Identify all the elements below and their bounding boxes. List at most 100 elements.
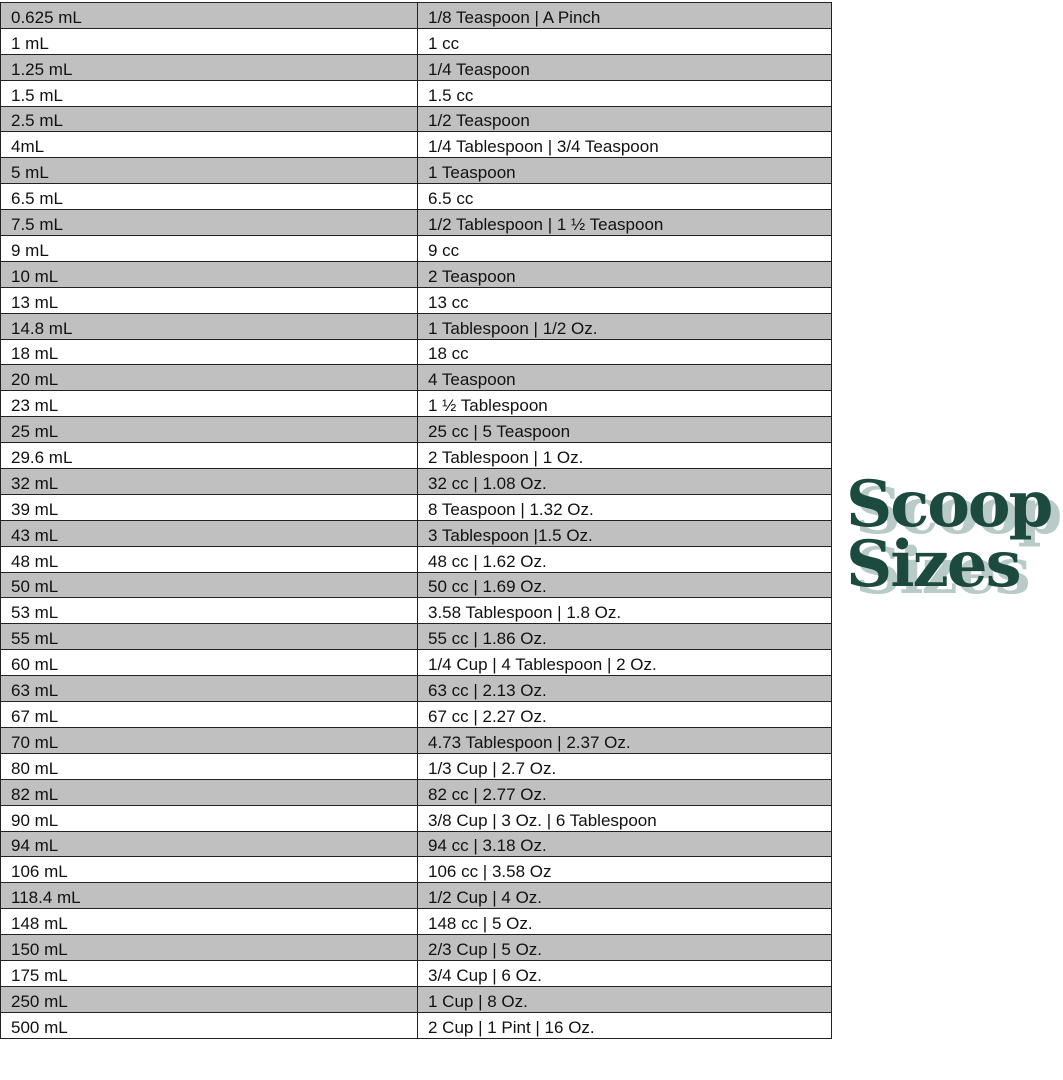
- equivalent-cell: 2 Cup | 1 Pint | 16 Oz.: [417, 1011, 832, 1039]
- equivalent-cell: 8 Teaspoon | 1.32 Oz.: [417, 493, 832, 521]
- equivalent-cell: 25 cc | 5 Teaspoon: [417, 416, 832, 444]
- equivalent-cell: 55 cc | 1.86 Oz.: [417, 623, 832, 651]
- ml-cell: 94 mL: [0, 830, 418, 858]
- ml-cell: 18 mL: [0, 338, 418, 366]
- table-row: 9 mL 9 cc: [0, 235, 832, 262]
- equivalent-cell: 106 cc | 3.58 Oz: [417, 856, 832, 884]
- table-row: 63 mL 63 cc | 2.13 Oz.: [0, 675, 832, 703]
- table-row: 7.5 mL 1/2 Tablespoon | 1 ½ Teaspoon: [0, 209, 832, 237]
- ml-cell: 7.5 mL: [0, 209, 418, 237]
- equivalent-cell: 4 Teaspoon: [417, 364, 832, 392]
- ml-cell: 48 mL: [0, 545, 418, 573]
- equivalent-cell: 3 Tablespoon |1.5 Oz.: [417, 519, 832, 547]
- ml-cell: 1.5 mL: [0, 79, 418, 107]
- equivalent-cell: 1/4 Tablespoon | 3/4 Teaspoon: [417, 131, 832, 159]
- ml-cell: 175 mL: [0, 959, 418, 987]
- table-row: 55 mL 55 cc | 1.86 Oz.: [0, 623, 832, 651]
- equivalent-cell: 2/3 Cup | 5 Oz.: [417, 934, 832, 961]
- equivalent-cell: 1 Tablespoon | 1/2 Oz.: [417, 312, 832, 340]
- table-row: 18 mL 18 cc: [0, 338, 832, 366]
- equivalent-cell: 1/2 Teaspoon: [417, 105, 832, 133]
- table-row: 60 mL 1/4 Cup | 4 Tablespoon | 2 Oz.: [0, 649, 832, 677]
- equivalent-cell: 148 cc | 5 Oz.: [417, 908, 832, 936]
- table-row: 1.5 mL 1.5 cc: [0, 79, 832, 107]
- ml-cell: 106 mL: [0, 856, 418, 884]
- ml-cell: 32 mL: [0, 468, 418, 495]
- table-row: 1 mL 1 cc: [0, 27, 832, 55]
- equivalent-cell: 1/2 Cup | 4 Oz.: [417, 882, 832, 910]
- ml-cell: 82 mL: [0, 778, 418, 806]
- logo-line2: Sizes: [846, 527, 1022, 602]
- equivalent-cell: 48 cc | 1.62 Oz.: [417, 545, 832, 573]
- table-row: 20 mL 4 Teaspoon: [0, 364, 832, 392]
- ml-cell: 9 mL: [0, 235, 418, 262]
- table-row: 23 mL 1 ½ Tablespoon: [0, 390, 832, 418]
- equivalent-cell: 3/8 Cup | 3 Oz. | 6 Tablespoon: [417, 804, 832, 832]
- ml-cell: 70 mL: [0, 726, 418, 754]
- equivalent-cell: 1/4 Teaspoon: [417, 53, 832, 81]
- ml-cell: 13 mL: [0, 286, 418, 314]
- ml-cell: 118.4 mL: [0, 882, 418, 910]
- table-row: 43 mL 3 Tablespoon |1.5 Oz.: [0, 519, 832, 547]
- equivalent-cell: 1.5 cc: [417, 79, 832, 107]
- table-row: 118.4 mL 1/2 Cup | 4 Oz.: [0, 882, 832, 910]
- equivalent-cell: 1 ½ Tablespoon: [417, 390, 832, 418]
- table-row: 29.6 mL 2 Tablespoon | 1 Oz.: [0, 442, 832, 470]
- ml-cell: 14.8 mL: [0, 312, 418, 340]
- equivalent-cell: 13 cc: [417, 286, 832, 314]
- table-row: 82 mL 82 cc | 2.77 Oz.: [0, 778, 832, 806]
- table-row: 5 mL 1 Teaspoon: [0, 157, 832, 185]
- equivalent-cell: 9 cc: [417, 235, 832, 262]
- ml-cell: 1.25 mL: [0, 53, 418, 81]
- table-row: 106 mL 106 cc | 3.58 Oz: [0, 856, 832, 884]
- equivalent-cell: 18 cc: [417, 338, 832, 366]
- equivalent-cell: 6.5 cc: [417, 183, 832, 211]
- equivalent-cell: 94 cc | 3.18 Oz.: [417, 830, 832, 858]
- ml-cell: 500 mL: [0, 1011, 418, 1039]
- table-row: 94 mL 94 cc | 3.18 Oz.: [0, 830, 832, 858]
- equivalent-cell: 3.58 Tablespoon | 1.8 Oz.: [417, 597, 832, 625]
- table-row: 48 mL 48 cc | 1.62 Oz.: [0, 545, 832, 573]
- table-row: 250 mL 1 Cup | 8 Oz.: [0, 985, 832, 1013]
- ml-cell: 53 mL: [0, 597, 418, 625]
- table-row: 175 mL 3/4 Cup | 6 Oz.: [0, 959, 832, 987]
- ml-cell: 150 mL: [0, 934, 418, 961]
- table-row: 25 mL 25 cc | 5 Teaspoon: [0, 416, 832, 444]
- table-row: 32 mL 32 cc | 1.08 Oz.: [0, 468, 832, 495]
- equivalent-cell: 67 cc | 2.27 Oz.: [417, 701, 832, 728]
- ml-cell: 148 mL: [0, 908, 418, 936]
- ml-cell: 0.625 mL: [0, 2, 418, 29]
- ml-cell: 67 mL: [0, 701, 418, 728]
- ml-cell: 5 mL: [0, 157, 418, 185]
- ml-cell: 10 mL: [0, 260, 418, 288]
- table-row: 500 mL 2 Cup | 1 Pint | 16 Oz.: [0, 1011, 832, 1039]
- table-row: 14.8 mL 1 Tablespoon | 1/2 Oz.: [0, 312, 832, 340]
- ml-cell: 39 mL: [0, 493, 418, 521]
- equivalent-cell: 1/4 Cup | 4 Tablespoon | 2 Oz.: [417, 649, 832, 677]
- table-row: 150 mL 2/3 Cup | 5 Oz.: [0, 934, 832, 961]
- ml-cell: 23 mL: [0, 390, 418, 418]
- table-row: 148 mL 148 cc | 5 Oz.: [0, 908, 832, 936]
- ml-cell: 20 mL: [0, 364, 418, 392]
- table-row: 1.25 mL 1/4 Teaspoon: [0, 53, 832, 81]
- table-row: 6.5 mL 6.5 cc: [0, 183, 832, 211]
- equivalent-cell: 3/4 Cup | 6 Oz.: [417, 959, 832, 987]
- scoop-size-table: 0.625 mL 1/8 Teaspoon | A Pinch 1 mL 1 cc 1.…: [0, 2, 832, 1039]
- table-row: 70 mL 4.73 Tablespoon | 2.37 Oz.: [0, 726, 832, 754]
- equivalent-cell: 4.73 Tablespoon | 2.37 Oz.: [417, 726, 832, 754]
- logo-line1: Scoop: [846, 467, 1053, 542]
- ml-cell: 43 mL: [0, 519, 418, 547]
- ml-cell: 2.5 mL: [0, 105, 418, 133]
- ml-cell: 80 mL: [0, 752, 418, 780]
- table-row: 90 mL 3/8 Cup | 3 Oz. | 6 Tablespoon: [0, 804, 832, 832]
- equivalent-cell: 1 Teaspoon: [417, 157, 832, 185]
- table-row: 0.625 mL 1/8 Teaspoon | A Pinch: [0, 2, 832, 29]
- equivalent-cell: 1 Cup | 8 Oz.: [417, 985, 832, 1013]
- scoop-sizes-logo: Scoop Sizes: [846, 467, 1061, 602]
- ml-cell: 1 mL: [0, 27, 418, 55]
- table-row: 50 mL 50 cc | 1.69 Oz.: [0, 571, 832, 599]
- equivalent-cell: 2 Teaspoon: [417, 260, 832, 288]
- ml-cell: 60 mL: [0, 649, 418, 677]
- ml-cell: 63 mL: [0, 675, 418, 703]
- table-row: 39 mL 8 Teaspoon | 1.32 Oz.: [0, 493, 832, 521]
